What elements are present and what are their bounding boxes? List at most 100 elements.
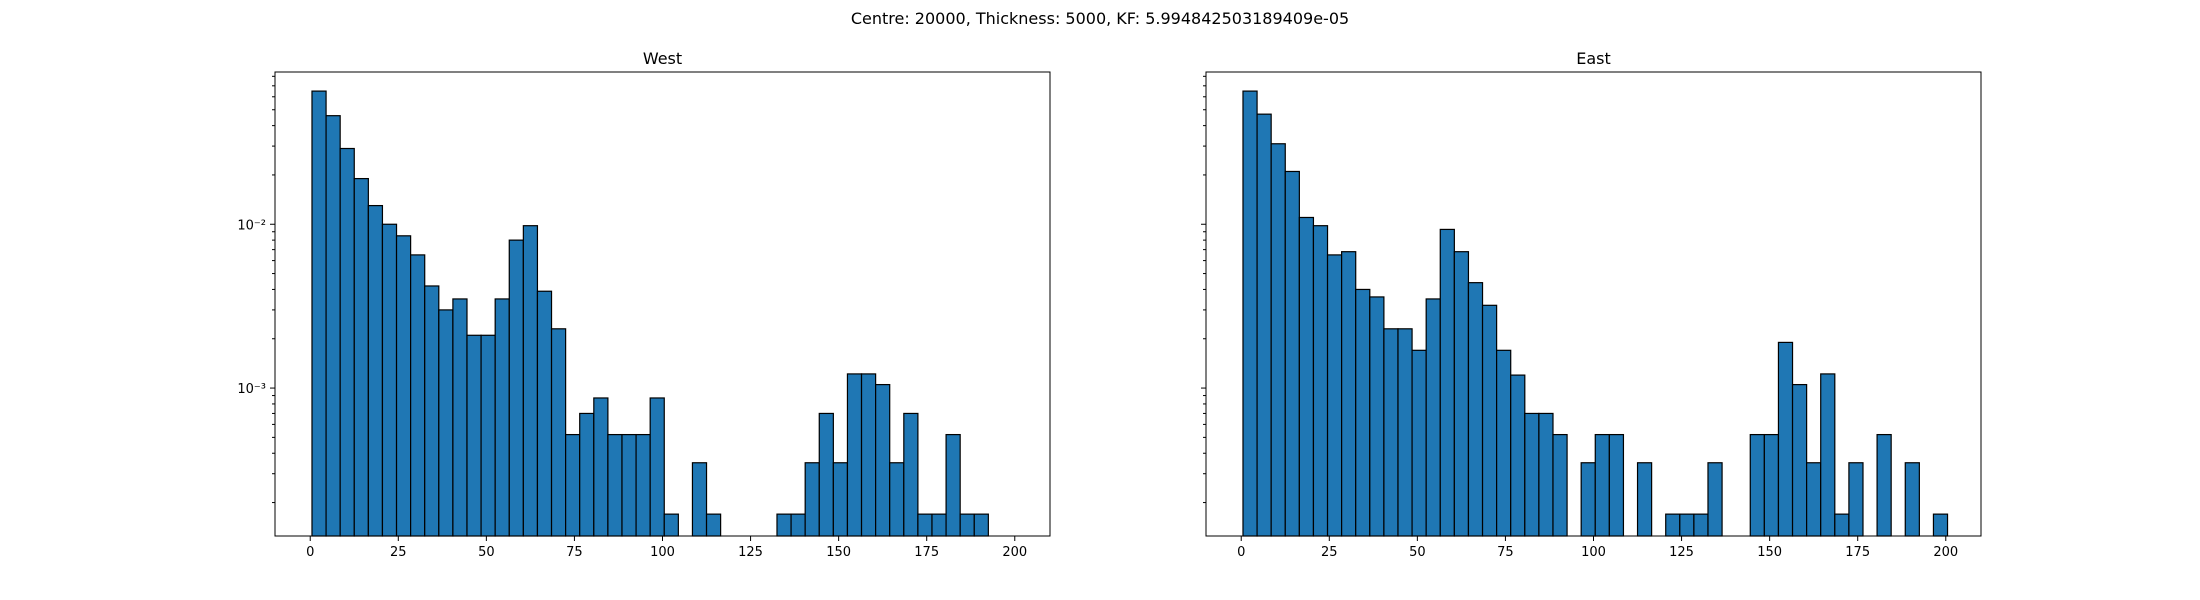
histogram-bar [395, 235, 412, 537]
histogram-bar [1538, 412, 1554, 537]
histogram-bar [1806, 462, 1822, 537]
y-tick-label: 10⁻² [237, 218, 266, 233]
histogram-bar [1594, 433, 1610, 537]
histogram-bar [1777, 341, 1794, 537]
x-tick-label: 150 [826, 545, 851, 560]
histogram-bar [917, 513, 933, 537]
histogram-bar [903, 412, 919, 537]
histogram-bar [818, 412, 834, 537]
x-tick-label: 0 [306, 545, 314, 560]
histogram-bar [480, 334, 496, 537]
histogram-bar [889, 462, 905, 537]
histogram-bar [1608, 433, 1625, 537]
histogram-bar [1496, 349, 1512, 537]
histogram-bar [536, 290, 553, 537]
histogram-bar [1383, 328, 1399, 537]
histogram-bar [1679, 513, 1695, 537]
histogram-bar [1693, 513, 1709, 537]
histogram-bar [1256, 113, 1272, 537]
histogram-bar [1481, 304, 1498, 537]
histogram-bar [424, 285, 440, 537]
histogram-bar [1298, 216, 1315, 537]
histogram-bar [1791, 383, 1808, 537]
figure-title: Centre: 20000, Thickness: 5000, KF: 5.99… [851, 9, 1349, 28]
histogram-bar [466, 334, 482, 537]
histogram-bar [593, 397, 609, 537]
x-tick-label: 200 [1933, 545, 1958, 560]
histogram-bar [1397, 328, 1413, 537]
histogram-bar [846, 373, 863, 537]
histogram-bar [832, 462, 849, 537]
histogram-bar [1510, 374, 1526, 537]
histogram-bar [1425, 298, 1441, 537]
histogram-bar [1876, 433, 1892, 537]
histogram-bar [1439, 228, 1455, 537]
x-tick-label: 25 [1321, 545, 1338, 560]
histogram-bar [1341, 251, 1357, 537]
histogram-bar [550, 328, 567, 537]
histogram-bar [381, 223, 398, 537]
histogram-bar [663, 513, 679, 537]
histogram-bar [1524, 412, 1540, 537]
histogram-bar [1312, 225, 1329, 537]
x-tick-label: 125 [738, 545, 763, 560]
histogram-bar [1242, 90, 1258, 537]
histogram-bar [1763, 433, 1780, 537]
histogram-bar [1834, 513, 1850, 537]
x-tick-label: 200 [1002, 545, 1027, 560]
histogram-bar [635, 433, 651, 537]
histogram-bar [579, 412, 595, 537]
histogram-bar [860, 373, 877, 537]
histogram-bar [1707, 462, 1723, 537]
histogram-bar [1284, 170, 1300, 537]
histogram-bar [691, 462, 708, 537]
x-tick-label: 100 [650, 545, 675, 560]
histogram-bar [1270, 143, 1286, 537]
x-tick-label: 125 [1669, 545, 1694, 560]
histogram-bar [522, 225, 539, 537]
histogram-bar [1636, 462, 1653, 537]
histogram-bar [804, 462, 820, 537]
histogram-bar [452, 298, 468, 537]
histogram-bar [494, 298, 510, 537]
histogram-bar [1467, 282, 1484, 537]
histogram-bar [973, 513, 989, 537]
histogram-bar [1848, 462, 1864, 537]
histogram-bar [705, 513, 722, 537]
x-tick-label: 175 [1845, 545, 1870, 560]
histogram-bar [353, 177, 369, 537]
x-tick-label: 75 [566, 545, 583, 560]
x-tick-label: 100 [1581, 545, 1606, 560]
east-title: East [1576, 49, 1611, 68]
histogram-bar [790, 513, 806, 537]
histogram-bar [1665, 513, 1681, 537]
x-tick-label: 50 [478, 545, 495, 560]
histogram-bar [1411, 349, 1427, 537]
west-histogram: West 0 25 50 75 100 125 150 175 200 10⁻² 10⁻³ [237, 49, 1051, 560]
histogram-bar [649, 397, 665, 537]
histogram-bar [875, 383, 891, 537]
histogram-bar [339, 147, 355, 537]
x-tick-label: 50 [1409, 545, 1426, 560]
x-tick-label: 75 [1497, 545, 1514, 560]
histogram-bar [607, 433, 623, 537]
histogram-bar [508, 239, 524, 537]
histogram-bar [931, 513, 947, 537]
histogram-bar [1369, 296, 1385, 537]
histogram-bar [565, 433, 581, 537]
x-tick-label: 175 [914, 545, 939, 560]
y-tick-label: 10⁻³ [237, 382, 266, 397]
histogram-bar [438, 309, 454, 537]
histogram-bar [621, 433, 637, 537]
east-histogram: East 0 25 50 75 100 125 150 175 200 [1201, 49, 1982, 560]
histogram-bar [776, 513, 792, 537]
histogram-bar [367, 204, 384, 537]
histogram-bar [945, 433, 961, 537]
histogram-bar [410, 254, 426, 537]
histogram-bar [1355, 288, 1371, 537]
histogram-bar [959, 513, 975, 537]
histogram-bar [1580, 462, 1596, 537]
histogram-bar [1820, 373, 1836, 537]
west-title: West [643, 49, 682, 68]
